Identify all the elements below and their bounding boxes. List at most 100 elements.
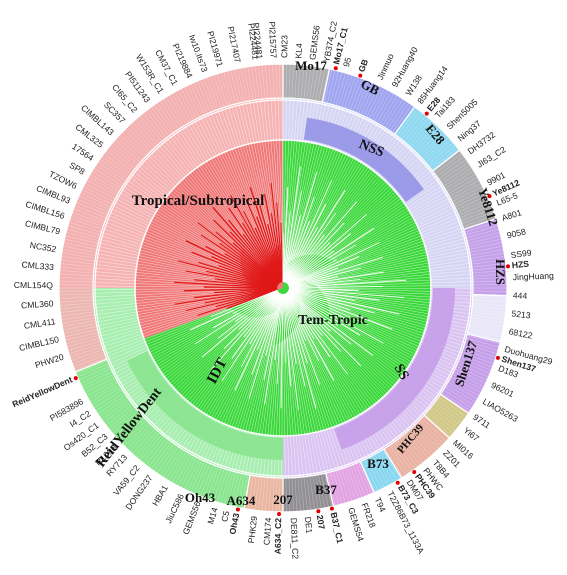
highlight-dot — [235, 507, 240, 512]
ring-hairline — [443, 389, 473, 409]
core-branch — [282, 187, 289, 283]
core-branch — [194, 290, 279, 345]
ring-hairline — [265, 64, 269, 99]
leaf-label: CM23 — [279, 35, 289, 58]
ring-hairline — [261, 477, 266, 512]
highlight-dot — [73, 376, 78, 381]
tree-branch — [285, 67, 309, 266]
ring-hairline — [419, 420, 444, 445]
ring-hairline — [466, 228, 500, 239]
core-branch — [285, 204, 327, 283]
ring-hairline — [384, 448, 404, 478]
core-branch — [242, 233, 280, 284]
tree-branch — [286, 69, 322, 265]
core-branch — [284, 196, 315, 283]
core-branch — [215, 289, 278, 308]
leaf-label: B37_C1 — [329, 511, 346, 544]
ring-hairline — [440, 394, 469, 415]
leaf-label: PHW20 — [34, 352, 65, 371]
ring-hairline — [471, 308, 506, 313]
ring-hairline — [376, 93, 395, 124]
leaf-label: HBA1 — [150, 483, 170, 508]
ring-hairline — [389, 102, 410, 131]
tree-branch — [306, 225, 497, 282]
tree-branch — [307, 229, 498, 282]
ring-hairline — [62, 323, 97, 331]
ring-hairline — [88, 381, 119, 400]
ring-hairline — [470, 320, 504, 327]
leaf-label: JingHuang — [513, 270, 555, 282]
ring-hairline — [462, 349, 495, 361]
ring-hairline — [401, 113, 424, 140]
ring-hairline — [419, 131, 444, 156]
ring-hairline — [272, 477, 275, 512]
core-branch — [249, 187, 282, 283]
ring-hairline — [408, 430, 432, 457]
core-branch — [189, 290, 278, 331]
ring-hairline — [65, 235, 99, 244]
ring-hairline — [86, 379, 117, 397]
ring-hairline — [230, 70, 239, 104]
core-branch — [248, 293, 282, 399]
ring-hairline — [275, 64, 278, 99]
ring-hairline — [401, 436, 424, 463]
ring-hairline — [468, 238, 502, 247]
core-branch — [177, 260, 278, 288]
ring-hairline — [452, 186, 483, 202]
ring-hairline — [335, 470, 346, 504]
highlight-dot — [487, 194, 492, 199]
core-branch — [285, 189, 346, 284]
leaf-label: 9058 — [506, 226, 527, 240]
ring-hairline — [64, 238, 98, 247]
ring-hairline — [355, 463, 369, 496]
ring-hairline — [467, 332, 501, 341]
core-branch — [205, 245, 279, 286]
core-branch — [203, 286, 278, 289]
core-branch — [228, 219, 280, 284]
ring-hairline — [69, 346, 103, 358]
ring-hairline — [338, 73, 350, 107]
leaf-label: PI219971 — [205, 30, 225, 68]
ring-hairline — [134, 119, 158, 146]
core-branch — [288, 287, 359, 291]
ring-hairline — [110, 145, 137, 168]
ring-hairline — [459, 357, 492, 371]
ring-hairline — [247, 475, 254, 510]
ring-hairline — [433, 404, 461, 426]
core-branch — [263, 193, 283, 283]
leaf-label: CML411 — [23, 316, 56, 331]
ring-hairline — [162, 98, 182, 128]
label-a634: A634 — [227, 493, 256, 508]
leaf-label: CIMBL79 — [24, 218, 61, 236]
ring-hairline — [466, 232, 501, 241]
ring-hairline — [132, 122, 156, 148]
ring-hairline — [279, 64, 281, 99]
leaf-label: A801 — [501, 207, 523, 223]
core-branch — [286, 292, 323, 336]
ring-hairline — [159, 100, 179, 130]
ring-hairline — [101, 156, 130, 177]
ring-hairline — [251, 476, 257, 510]
core-branch — [288, 288, 380, 301]
ring-hairline — [441, 164, 471, 184]
ring-hairline — [162, 448, 182, 478]
ring-hairline — [464, 221, 498, 233]
ring-hairline — [216, 469, 228, 503]
ring-hairline — [363, 459, 379, 491]
ring-hairline — [59, 293, 94, 296]
ring-hairline — [66, 337, 100, 348]
ring-hairline — [240, 67, 248, 102]
core-branch — [287, 290, 361, 336]
ring-hairline — [65, 332, 99, 341]
core-branch — [287, 244, 357, 286]
ring-hairline — [81, 189, 113, 205]
core-branch — [201, 291, 279, 358]
ring-hairline — [75, 202, 108, 216]
ring-hairline — [312, 66, 319, 101]
leaf-label: GEMS56 — [181, 500, 203, 536]
ring-hairline — [95, 164, 125, 184]
ring-hairline — [97, 394, 126, 415]
leaf-label: PI224481 — [246, 22, 260, 60]
ring-hairline — [358, 82, 373, 114]
core-branch — [256, 216, 282, 283]
